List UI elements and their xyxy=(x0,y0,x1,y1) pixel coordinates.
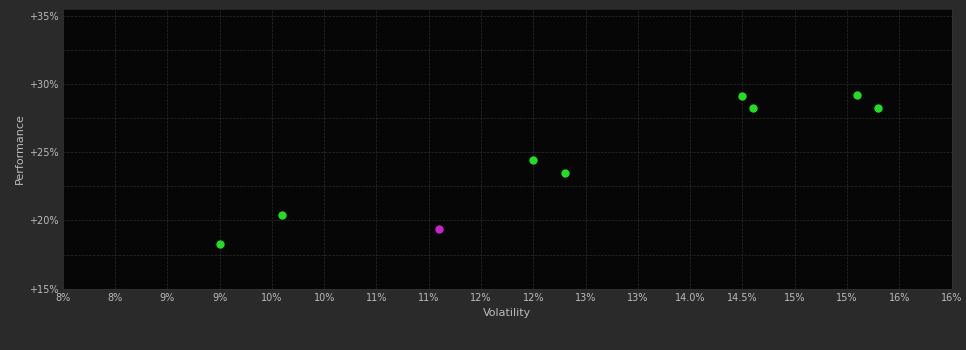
Y-axis label: Performance: Performance xyxy=(14,113,25,184)
Point xyxy=(745,106,760,111)
Point xyxy=(526,158,541,163)
Point xyxy=(557,170,573,175)
Point xyxy=(870,106,886,111)
Point xyxy=(735,93,751,99)
Point xyxy=(432,226,447,231)
Point xyxy=(274,212,290,218)
Point xyxy=(850,92,866,98)
Point xyxy=(212,241,227,246)
X-axis label: Volatility: Volatility xyxy=(483,308,531,319)
